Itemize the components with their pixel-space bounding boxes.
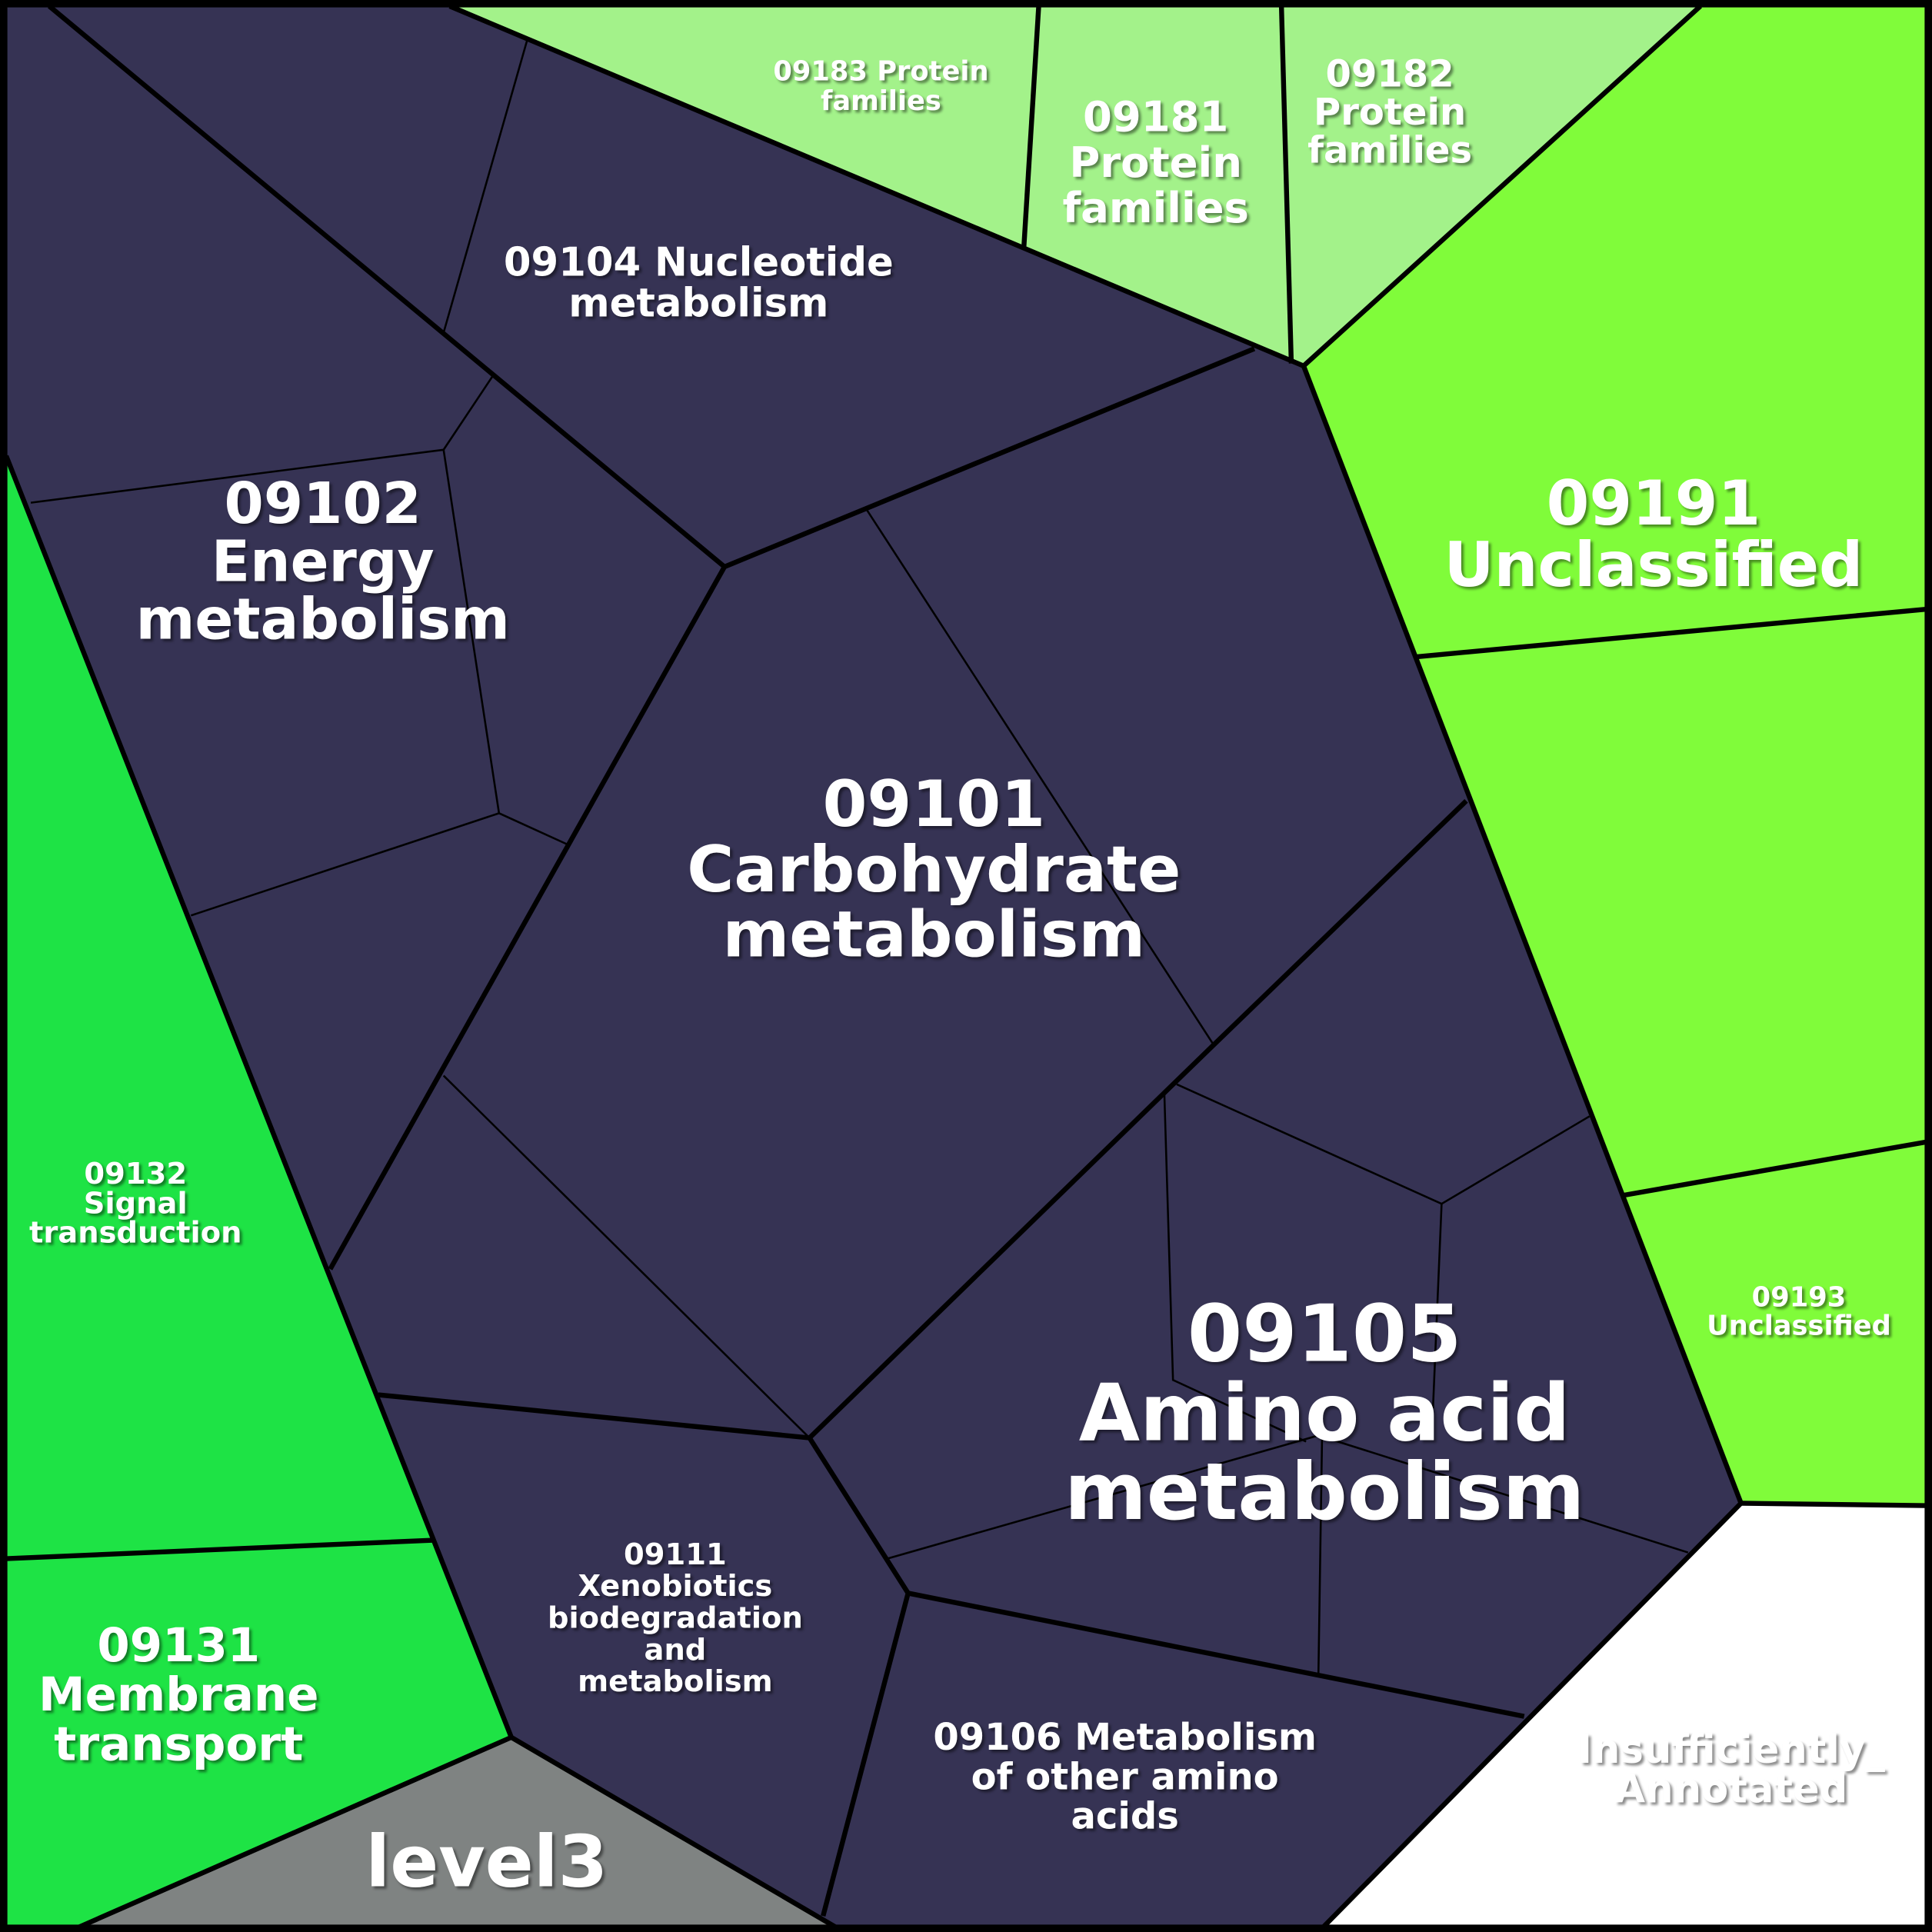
cell-label: 09101 bbox=[822, 767, 1045, 841]
cell-label: Unclassified bbox=[1444, 529, 1864, 601]
border bbox=[1301, 4, 1702, 368]
border bbox=[190, 812, 500, 917]
cell-label: families bbox=[821, 85, 941, 117]
border bbox=[1278, 5, 1294, 364]
border bbox=[66, 1734, 513, 1932]
cell-label: metabolism bbox=[578, 1664, 773, 1699]
cell-label: Annotated bbox=[1614, 1766, 1847, 1812]
cell-label: 09131 bbox=[97, 1618, 260, 1673]
cell-label: 09132 bbox=[84, 1157, 187, 1191]
cell-label: Membrane bbox=[38, 1667, 319, 1722]
white-region bbox=[1318, 1503, 1932, 1932]
border bbox=[5, 1537, 435, 1561]
cell-label: biodegradation bbox=[548, 1601, 803, 1636]
border bbox=[4, 455, 846, 1932]
cell-label: Amino acid bbox=[1079, 1367, 1571, 1459]
cell-label: 09106 Metabolism bbox=[933, 1716, 1317, 1759]
border bbox=[1021, 5, 1041, 247]
border bbox=[1163, 1094, 1307, 1443]
cell-label: Carbohydrate bbox=[687, 832, 1181, 907]
cell-label: 09183 Protein bbox=[773, 56, 988, 88]
cell-label: 09105 bbox=[1188, 1289, 1462, 1381]
cell-label: 09102 bbox=[225, 471, 421, 537]
border bbox=[442, 38, 528, 333]
cell-label: Protein bbox=[1069, 138, 1242, 187]
border bbox=[1431, 1204, 1443, 1409]
border bbox=[1623, 1138, 1932, 1198]
cell-label: Energy bbox=[212, 529, 435, 595]
border bbox=[378, 799, 1468, 1441]
cell-label: Insufficiently_ bbox=[1577, 1727, 1885, 1773]
cell-label: metabolism bbox=[723, 898, 1146, 972]
cell-label: transduction bbox=[29, 1216, 242, 1251]
cell-label: 09181 bbox=[1083, 92, 1228, 142]
border bbox=[1317, 1435, 1324, 1676]
cell-label: 09182 bbox=[1326, 52, 1454, 95]
cell-label: 09111 bbox=[624, 1537, 727, 1572]
cell-label: Xenobiotics bbox=[578, 1569, 773, 1604]
cell-label: Protein bbox=[1314, 91, 1466, 134]
cell-borders bbox=[4, 4, 1932, 1932]
border bbox=[887, 1434, 1689, 1560]
cell-label: 09104 Nucleotide bbox=[504, 239, 894, 285]
border bbox=[1740, 1501, 1932, 1508]
gray-region bbox=[68, 1737, 844, 1932]
cell-label: Signal bbox=[84, 1186, 188, 1221]
border bbox=[908, 1591, 1525, 1719]
bright-green-region bbox=[1303, 6, 1932, 1506]
green-region bbox=[6, 455, 511, 1932]
cell-label: metabolism bbox=[568, 280, 828, 326]
border bbox=[442, 1074, 811, 1439]
cell-label: 09193 bbox=[1752, 1282, 1847, 1314]
border bbox=[1417, 606, 1932, 660]
cell-label: and bbox=[645, 1633, 707, 1667]
border bbox=[328, 565, 727, 1271]
cell-label: families bbox=[1062, 183, 1249, 232]
cell-label: Unclassified bbox=[1707, 1310, 1891, 1341]
cell-label: acids bbox=[1071, 1795, 1178, 1838]
cell-label: 09191 bbox=[1547, 468, 1761, 539]
border bbox=[30, 375, 494, 504]
cell-label: metabolism bbox=[1064, 1447, 1584, 1538]
cell-label: of other amino bbox=[971, 1755, 1279, 1798]
cell-label: families bbox=[1307, 129, 1472, 172]
cell-label: metabolism bbox=[136, 588, 510, 653]
border bbox=[448, 4, 1744, 1932]
border bbox=[865, 508, 1215, 1046]
cell-label: level3 bbox=[365, 1820, 608, 1903]
cell-label: transport bbox=[54, 1717, 303, 1771]
light-green-region bbox=[449, 6, 1700, 366]
